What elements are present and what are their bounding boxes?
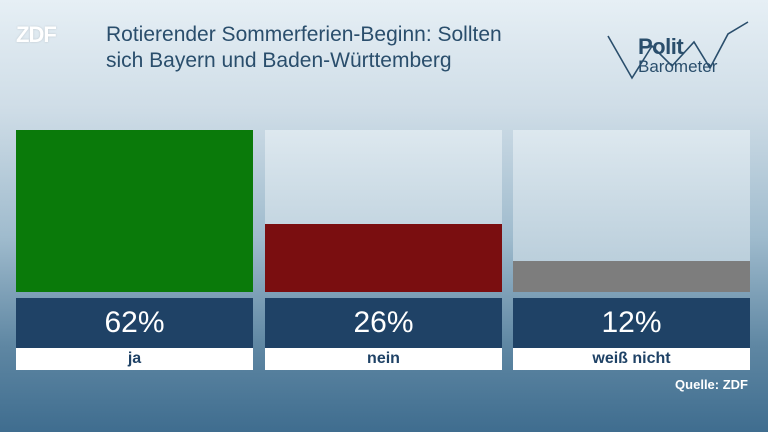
bar (513, 261, 750, 292)
category-label: weiß nicht (513, 348, 750, 370)
chart-title-line-1: Rotierender Sommerferien-Beginn: Sollten (106, 23, 502, 46)
bar (16, 130, 253, 292)
bar-background (513, 130, 750, 292)
bar-background (16, 130, 253, 292)
data-label: 62% (16, 298, 253, 348)
bar-column: 26% nein (265, 130, 502, 370)
category-label: nein (265, 348, 502, 370)
politbarometer-logo-line-1: Polit (638, 34, 684, 59)
politbarometer-logo: Polit Barometer (600, 12, 760, 86)
source-label: Quelle: ZDF (675, 377, 748, 392)
chart-title-line-2: sich Bayern und Baden-Württemberg (106, 49, 452, 72)
bar-column: 62% ja (16, 130, 253, 370)
data-label: 12% (513, 298, 750, 348)
chart-title: Rotierender Sommerferien-Beginn: Sollten… (106, 22, 586, 74)
bar-background (265, 130, 502, 292)
bar-column: 12% weiß nicht (513, 130, 750, 370)
data-label: 26% (265, 298, 502, 348)
zdf-logo: ZDF (16, 22, 57, 47)
bar (265, 224, 502, 292)
category-label: ja (16, 348, 253, 370)
politbarometer-logo-line-2: Barometer (638, 57, 718, 76)
politbarometer-zigzag-icon (607, 21, 749, 80)
